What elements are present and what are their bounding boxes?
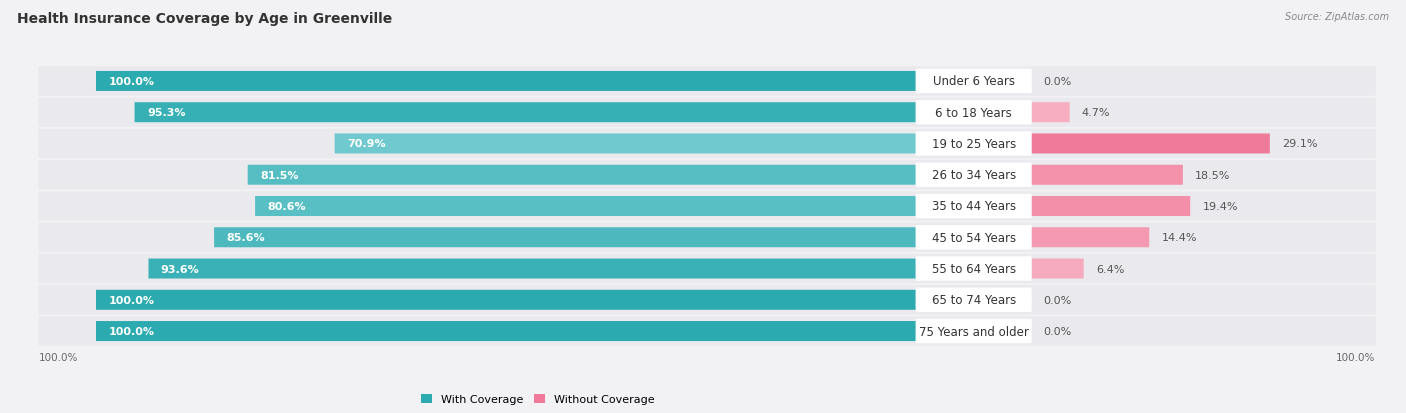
Text: Health Insurance Coverage by Age in Greenville: Health Insurance Coverage by Age in Gree… (17, 12, 392, 26)
Text: 0.0%: 0.0% (1043, 326, 1071, 336)
Text: 80.6%: 80.6% (267, 202, 307, 211)
FancyBboxPatch shape (38, 98, 1376, 128)
Text: 29.1%: 29.1% (1282, 139, 1317, 149)
Text: Source: ZipAtlas.com: Source: ZipAtlas.com (1285, 12, 1389, 22)
Text: 6.4%: 6.4% (1095, 264, 1125, 274)
Text: 75 Years and older: 75 Years and older (918, 325, 1029, 338)
FancyBboxPatch shape (96, 290, 917, 310)
Text: 85.6%: 85.6% (226, 233, 266, 243)
FancyBboxPatch shape (38, 317, 1376, 346)
Text: 95.3%: 95.3% (148, 108, 186, 118)
FancyBboxPatch shape (96, 72, 917, 92)
FancyBboxPatch shape (915, 195, 1032, 218)
FancyBboxPatch shape (38, 192, 1376, 221)
Text: Under 6 Years: Under 6 Years (932, 75, 1015, 88)
Text: 6 to 18 Years: 6 to 18 Years (935, 107, 1012, 119)
Text: 35 to 44 Years: 35 to 44 Years (932, 200, 1015, 213)
FancyBboxPatch shape (1031, 259, 1084, 279)
Text: 0.0%: 0.0% (1043, 295, 1071, 305)
FancyBboxPatch shape (915, 257, 1032, 281)
FancyBboxPatch shape (1031, 103, 1070, 123)
FancyBboxPatch shape (38, 223, 1376, 252)
Text: 18.5%: 18.5% (1195, 170, 1230, 180)
FancyBboxPatch shape (247, 165, 917, 185)
Text: 19.4%: 19.4% (1202, 202, 1237, 211)
Text: 70.9%: 70.9% (347, 139, 385, 149)
Text: 100.0%: 100.0% (39, 352, 79, 362)
Text: 55 to 64 Years: 55 to 64 Years (932, 262, 1015, 275)
FancyBboxPatch shape (135, 103, 917, 123)
FancyBboxPatch shape (1031, 228, 1149, 248)
Text: 100.0%: 100.0% (1336, 352, 1375, 362)
FancyBboxPatch shape (915, 288, 1032, 312)
Text: 100.0%: 100.0% (108, 77, 155, 87)
FancyBboxPatch shape (1031, 165, 1182, 185)
Text: 14.4%: 14.4% (1161, 233, 1197, 243)
FancyBboxPatch shape (149, 259, 917, 279)
FancyBboxPatch shape (38, 254, 1376, 284)
FancyBboxPatch shape (915, 163, 1032, 188)
Text: 81.5%: 81.5% (260, 170, 298, 180)
Text: 100.0%: 100.0% (108, 326, 155, 336)
FancyBboxPatch shape (915, 225, 1032, 250)
FancyBboxPatch shape (915, 319, 1032, 343)
FancyBboxPatch shape (1031, 197, 1191, 216)
FancyBboxPatch shape (915, 132, 1032, 156)
FancyBboxPatch shape (96, 321, 917, 341)
Text: 26 to 34 Years: 26 to 34 Years (932, 169, 1015, 182)
FancyBboxPatch shape (254, 197, 917, 216)
Text: 4.7%: 4.7% (1083, 108, 1111, 118)
FancyBboxPatch shape (915, 70, 1032, 94)
Text: 19 to 25 Years: 19 to 25 Years (932, 138, 1015, 151)
FancyBboxPatch shape (915, 101, 1032, 125)
FancyBboxPatch shape (38, 161, 1376, 190)
FancyBboxPatch shape (1031, 134, 1270, 154)
FancyBboxPatch shape (214, 228, 917, 248)
Text: 100.0%: 100.0% (108, 295, 155, 305)
FancyBboxPatch shape (335, 134, 917, 154)
Text: 93.6%: 93.6% (160, 264, 200, 274)
Text: 65 to 74 Years: 65 to 74 Years (932, 294, 1015, 306)
FancyBboxPatch shape (38, 67, 1376, 96)
Text: 0.0%: 0.0% (1043, 77, 1071, 87)
FancyBboxPatch shape (38, 129, 1376, 159)
Legend: With Coverage, Without Coverage: With Coverage, Without Coverage (416, 389, 659, 409)
FancyBboxPatch shape (38, 285, 1376, 315)
Text: 45 to 54 Years: 45 to 54 Years (932, 231, 1015, 244)
